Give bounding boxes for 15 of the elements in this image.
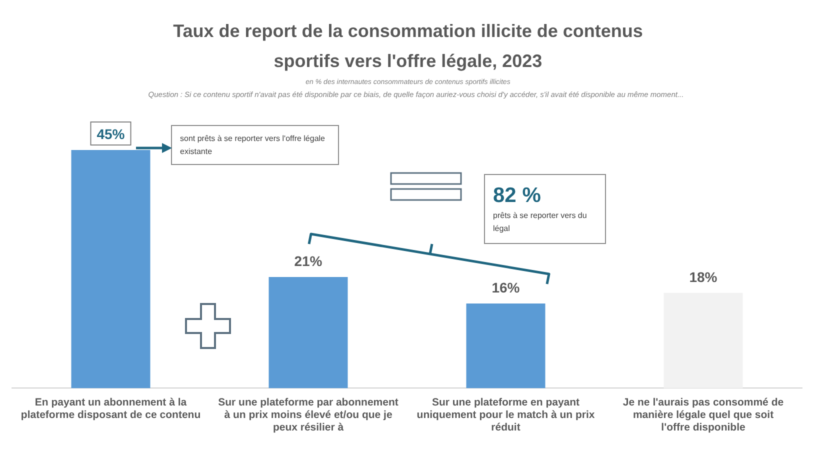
x-tick-label: Je ne l'aurais pas consommé de manière légale quel que soit l'offre disponible — [622, 396, 784, 434]
bar — [466, 304, 546, 388]
data-label: 16% — [492, 279, 520, 296]
annotation: sont prêts à se reporter vers l'offre légale existante — [171, 125, 339, 165]
data-label: 45% — [96, 126, 126, 142]
x-tick-label: En payant un abonnement à la plateforme disposant de ce contenu — [20, 396, 201, 421]
x-tick-label: Sur une plateforme par abonnement à un prix moins élevé et/ou que je peux résilier à — [218, 396, 399, 434]
data-label: 18% — [689, 268, 718, 285]
data-label: 21% — [294, 252, 323, 269]
bar — [71, 150, 150, 388]
chart-title: Taux de report de la consommation illicite de contenus sportifs vers l'offre légale, 2023 — [172, 20, 644, 73]
bar — [664, 292, 743, 388]
bar — [268, 277, 348, 388]
x-tick-label: Sur une plateforme en payant uniquement pour le match à un prix réduit — [416, 396, 595, 434]
annotation: 82 % prêts à se reporter vers du légal — [493, 183, 588, 235]
